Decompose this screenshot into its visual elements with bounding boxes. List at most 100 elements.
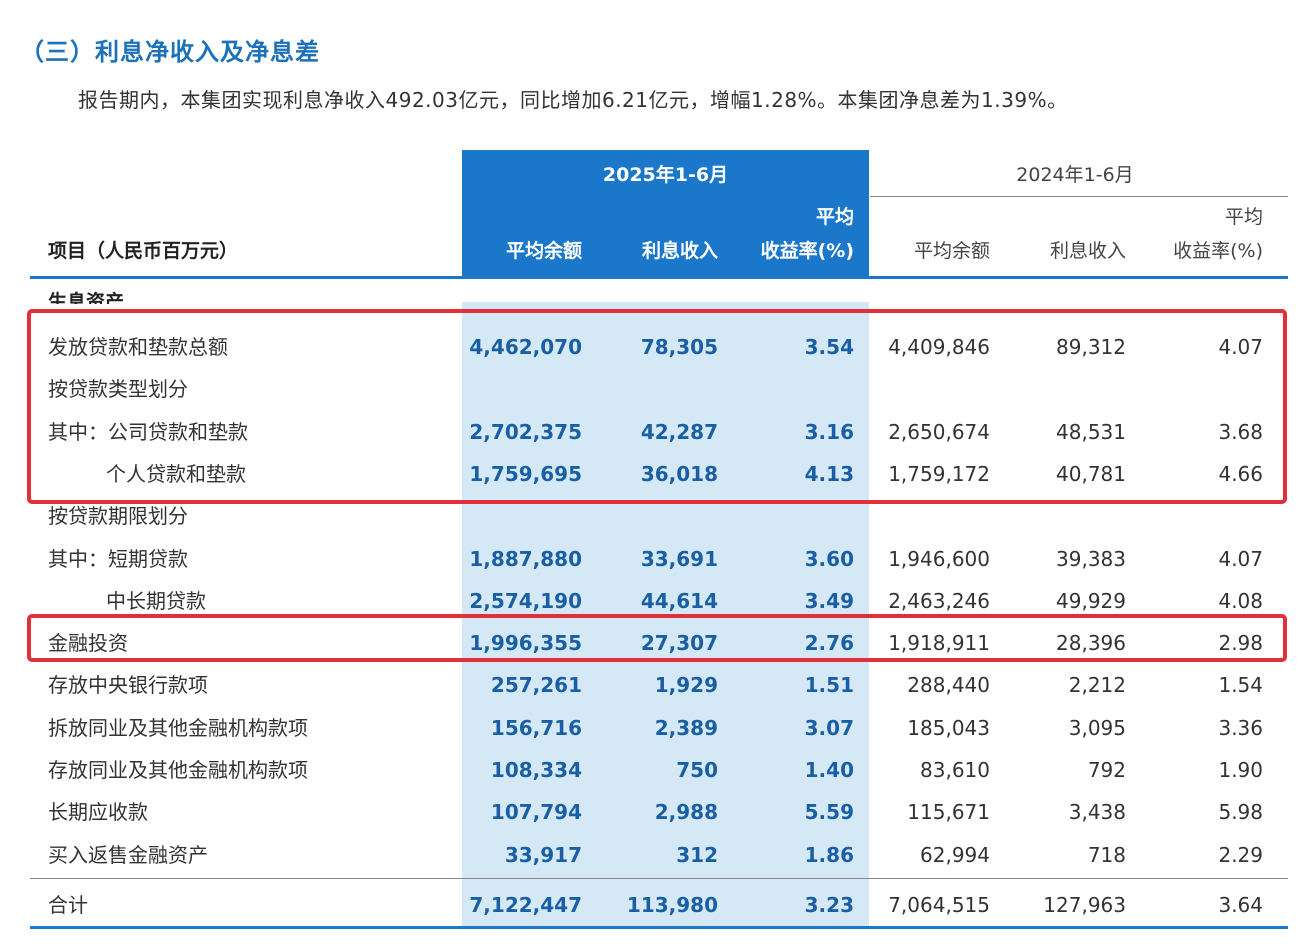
row-value: 4.13 xyxy=(804,462,854,486)
row-value: 2,702,375 xyxy=(469,420,582,444)
interest-income-header-2025: 利息收入 xyxy=(641,240,718,262)
row-value: 78,305 xyxy=(640,335,718,359)
row-value: 4,462,070 xyxy=(469,335,582,359)
section-heading: （三）利息净收入及净息差 xyxy=(20,38,320,66)
row-value: 4.07 xyxy=(1218,547,1263,571)
period-2025-header: 2025年1-6月 xyxy=(602,164,729,186)
row-value: 40,781 xyxy=(1056,462,1126,486)
row-value: 1,918,911 xyxy=(888,631,990,655)
row-value: 2,574,190 xyxy=(469,589,582,613)
row-value: 48,531 xyxy=(1056,420,1126,444)
row-value: 257,261 xyxy=(490,673,582,697)
row-label: 买入返售金融资产 xyxy=(48,843,208,867)
row-label: 发放贷款和垫款总额 xyxy=(48,335,228,359)
row-value: 49,929 xyxy=(1056,589,1126,613)
row-value: 115,671 xyxy=(907,800,990,824)
total-value: 7,122,447 xyxy=(469,893,582,917)
row-label: 长期应收款 xyxy=(48,800,148,824)
row-value: 288,440 xyxy=(907,673,990,697)
total-top-rule xyxy=(30,878,1288,879)
row-value: 1.54 xyxy=(1218,673,1263,697)
row-value: 62,994 xyxy=(920,843,990,867)
row-value: 4,409,846 xyxy=(888,335,990,359)
header-bottom-rule xyxy=(30,276,1288,279)
row-value: 718 xyxy=(1087,843,1126,867)
row-value: 3.54 xyxy=(804,335,854,359)
row-value: 2,988 xyxy=(654,800,718,824)
column-2025-background xyxy=(462,302,869,927)
yield-header-2024-line2: 收益率(%) xyxy=(1173,240,1263,262)
row-value: 1,759,172 xyxy=(888,462,990,486)
yield-header-2024-line1: 平均 xyxy=(1224,206,1263,228)
section-label-interest-assets: 生息资产 xyxy=(48,291,125,304)
row-value: 107,794 xyxy=(490,800,582,824)
total-value: 7,064,515 xyxy=(888,893,990,917)
row-value: 1,887,880 xyxy=(469,547,582,571)
row-value: 792 xyxy=(1087,758,1126,782)
row-value: 3,438 xyxy=(1068,800,1126,824)
header-2025-background xyxy=(462,150,869,276)
row-value: 5.59 xyxy=(804,800,854,824)
total-value: 113,980 xyxy=(626,893,718,917)
row-value: 42,287 xyxy=(640,420,718,444)
row-value: 1,996,355 xyxy=(469,631,582,655)
total-value: 3.23 xyxy=(804,893,854,917)
row-value: 27,307 xyxy=(640,631,718,655)
row-label: 按贷款类型划分 xyxy=(48,377,188,401)
row-value: 2,212 xyxy=(1068,673,1126,697)
row-value: 1,946,600 xyxy=(888,547,990,571)
row-label: 按贷款期限划分 xyxy=(48,504,188,528)
row-label: 存放中央银行款项 xyxy=(48,673,208,697)
row-value: 1.90 xyxy=(1218,758,1263,782)
row-value: 28,396 xyxy=(1056,631,1126,655)
yield-header-2025-line2: 收益率(%) xyxy=(760,240,854,262)
row-label: 中长期贷款 xyxy=(106,589,206,613)
row-label: 拆放同业及其他金融机构款项 xyxy=(48,716,308,740)
total-value: 127,963 xyxy=(1043,893,1126,917)
row-label: 金融投资 xyxy=(48,631,128,655)
row-value: 36,018 xyxy=(640,462,718,486)
row-value: 156,716 xyxy=(490,716,582,740)
avg-balance-header-2025: 平均余额 xyxy=(505,240,582,262)
row-value: 2.29 xyxy=(1218,843,1263,867)
row-label: 存放同业及其他金融机构款项 xyxy=(48,758,308,782)
row-value: 4.66 xyxy=(1218,462,1263,486)
row-value: 3.60 xyxy=(804,547,854,571)
table-bottom-rule xyxy=(30,926,1288,929)
row-value: 1.40 xyxy=(804,758,854,782)
row-value: 185,043 xyxy=(907,716,990,740)
period-2024-header: 2024年1-6月 xyxy=(1016,164,1134,186)
row-value: 3.68 xyxy=(1218,420,1263,444)
row-label: 其中：短期贷款 xyxy=(48,547,188,571)
row-value: 33,917 xyxy=(504,843,582,867)
row-label: 其中：公司贷款和垫款 xyxy=(48,420,248,444)
row-value: 83,610 xyxy=(920,758,990,782)
row-label: 个人贷款和垫款 xyxy=(106,462,246,486)
item-column-header: 项目（人民币百万元） xyxy=(48,240,239,262)
avg-balance-header-2024: 平均余额 xyxy=(913,240,990,262)
total-label: 合计 xyxy=(48,893,88,917)
row-value: 3.49 xyxy=(804,589,854,613)
row-value: 3.16 xyxy=(804,420,854,444)
row-value: 1.86 xyxy=(804,843,854,867)
row-value: 1,759,695 xyxy=(469,462,582,486)
row-value: 89,312 xyxy=(1056,335,1126,359)
row-value: 1,929 xyxy=(654,673,718,697)
row-value: 33,691 xyxy=(640,547,718,571)
row-value: 2,650,674 xyxy=(888,420,990,444)
row-value: 312 xyxy=(676,843,718,867)
row-value: 4.08 xyxy=(1218,589,1263,613)
row-value: 1.51 xyxy=(804,673,854,697)
yield-header-2025-line1: 平均 xyxy=(815,206,854,228)
row-value: 3.36 xyxy=(1218,716,1263,740)
row-value: 4.07 xyxy=(1218,335,1263,359)
row-value: 44,614 xyxy=(640,589,718,613)
interest-income-header-2024: 利息收入 xyxy=(1049,240,1126,262)
row-value: 2,463,246 xyxy=(888,589,990,613)
row-value: 108,334 xyxy=(490,758,582,782)
row-value: 2.76 xyxy=(804,631,854,655)
total-value: 3.64 xyxy=(1218,893,1263,917)
summary-paragraph: 报告期内，本集团实现利息净收入492.03亿元，同比增加6.21亿元，增幅1.2… xyxy=(78,88,1068,112)
row-value: 3.07 xyxy=(804,716,854,740)
row-value: 5.98 xyxy=(1218,800,1263,824)
